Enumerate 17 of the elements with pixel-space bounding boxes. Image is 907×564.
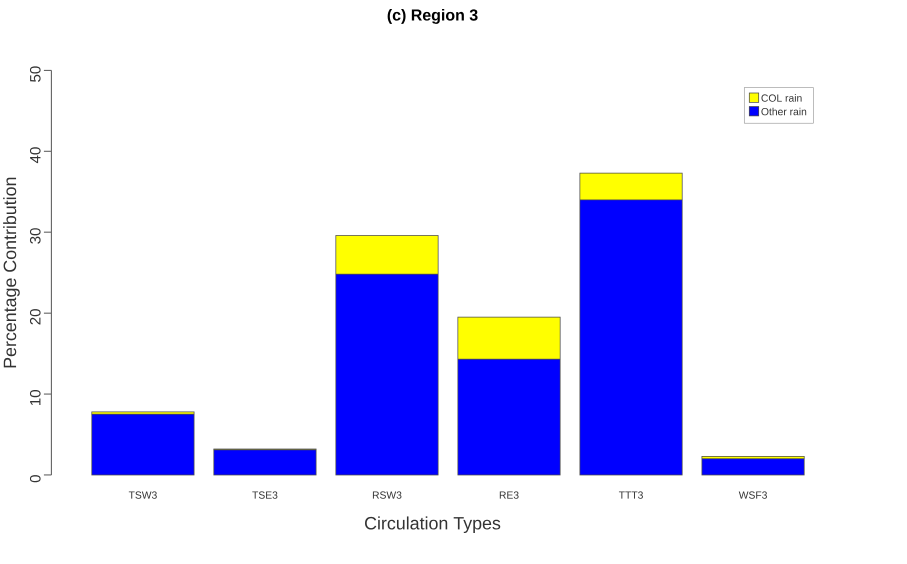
x-tick-label: TSE3 (252, 491, 278, 499)
y-axis-title: Percentage Contribution (3, 178, 20, 368)
x-tick-label: RE3 (500, 491, 519, 499)
y-tick-label: 40 (30, 147, 41, 164)
x-axis-title: Circulation Types (365, 516, 500, 533)
legend-label: Other rain (761, 108, 806, 116)
legend-label: COL rain (761, 94, 802, 102)
x-tick-label: RSW3 (372, 491, 402, 499)
chart-title: (c) Region 3 (388, 8, 478, 24)
y-tick-label: 30 (30, 228, 41, 244)
y-tick-label: 0 (30, 475, 41, 482)
y-tick-label: 50 (30, 66, 41, 82)
x-tick-label: TTT3 (618, 491, 643, 499)
x-tick-label: TSW3 (128, 491, 157, 499)
y-tick-label: 10 (30, 390, 41, 405)
y-tick-label: 20 (30, 309, 41, 324)
x-tick-label: WSF3 (738, 491, 767, 499)
